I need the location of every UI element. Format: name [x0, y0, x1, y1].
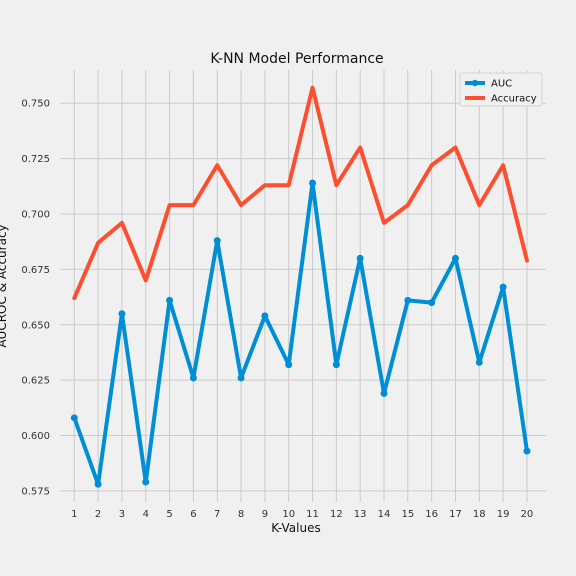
data-point-auc	[261, 312, 269, 320]
data-point-auc	[94, 480, 102, 488]
data-point-auc	[309, 179, 317, 187]
x-tick-label: 5	[166, 509, 172, 520]
x-tick-label: 3	[119, 509, 125, 520]
grid-lines	[60, 70, 546, 502]
y-tick-label: 0.625	[21, 376, 50, 387]
data-point-auc	[475, 358, 483, 366]
data-point-auc	[142, 478, 150, 486]
x-tick-label: 1	[71, 509, 77, 520]
x-tick-label: 17	[449, 509, 462, 520]
data-point-auc	[70, 414, 78, 422]
legend: AUC Accuracy	[459, 72, 543, 107]
y-tick-label: 0.675	[21, 265, 50, 276]
x-tick-label: 2	[95, 509, 101, 520]
series-line-accuracy	[72, 85, 529, 301]
x-tick-label: 6	[190, 509, 196, 520]
data-point-auc	[189, 374, 197, 382]
legend-marker-auc	[471, 79, 479, 87]
series-line-auc	[72, 180, 529, 487]
x-tick-label: 9	[262, 509, 268, 520]
y-tick-label: 0.575	[21, 486, 50, 497]
data-point-auc	[499, 283, 507, 291]
x-tick-label: 16	[425, 509, 438, 520]
x-axis-label: K-Values	[271, 521, 320, 535]
y-tick-label: 0.600	[21, 431, 50, 442]
legend-label-auc: AUC	[491, 79, 512, 90]
data-point-auc	[451, 254, 459, 262]
x-tick-label: 10	[282, 509, 295, 520]
x-tick-label: 7	[214, 509, 220, 520]
y-axis-label: AUCROC & Accuracy	[0, 224, 9, 347]
x-tick-label: 19	[497, 509, 510, 520]
y-tick-label: 0.650	[21, 320, 50, 331]
x-tick-label: 13	[354, 509, 367, 520]
x-tick-label: 12	[330, 509, 343, 520]
y-tick-label: 0.700	[21, 210, 50, 221]
data-point-auc	[118, 310, 126, 318]
y-tick-label: 0.725	[21, 154, 50, 165]
legend-label-accuracy: Accuracy	[491, 94, 537, 105]
x-tick-label: 18	[473, 509, 486, 520]
y-tick-label: 0.750	[21, 99, 50, 110]
x-tick-labels: 1 2 3 4 5 6 7 8 9 10 11 12 13 14 15 16 17 18 19 20	[71, 509, 533, 520]
y-tick-labels: 0.575 0.600 0.625 0.650 0.675 0.700 0.725 0.750	[21, 99, 50, 498]
data-point-auc	[428, 299, 436, 307]
data-point-auc	[166, 296, 174, 304]
x-tick-label: 4	[143, 509, 149, 520]
data-point-auc	[523, 447, 531, 455]
data-point-auc	[332, 361, 340, 369]
x-tick-label: 15	[401, 509, 414, 520]
x-tick-label: 11	[306, 509, 319, 520]
series-lines	[70, 85, 531, 488]
data-point-auc	[404, 296, 412, 304]
data-point-auc	[213, 237, 221, 245]
data-point-auc	[356, 254, 364, 262]
x-tick-label: 20	[521, 509, 534, 520]
x-tick-label: 14	[378, 509, 391, 520]
data-point-auc	[285, 361, 293, 369]
chart-title: K-NN Model Performance	[210, 51, 383, 67]
data-point-auc	[237, 374, 245, 382]
x-tick-label: 8	[238, 509, 244, 520]
data-point-auc	[380, 389, 388, 397]
